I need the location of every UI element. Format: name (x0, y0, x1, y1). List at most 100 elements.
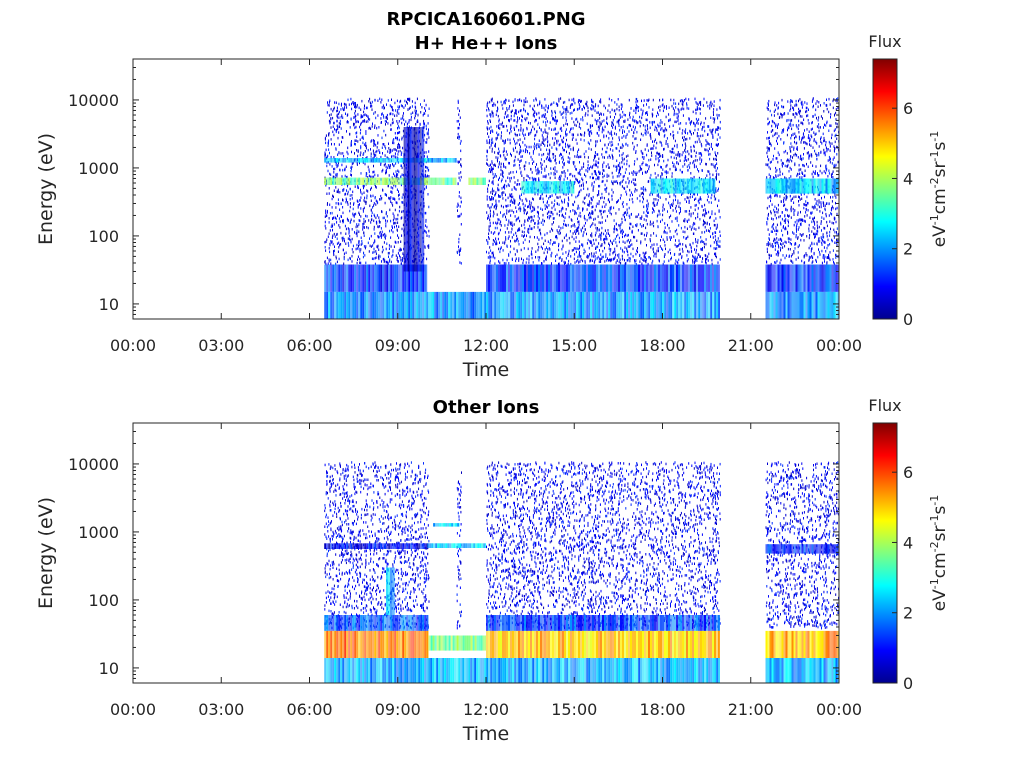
flux-pixel (642, 186, 644, 189)
flux-pixel (327, 169, 329, 173)
flux-pixel (684, 219, 686, 223)
flux-pixel (580, 228, 582, 231)
flux-pixel (766, 106, 768, 110)
flux-pixel (390, 196, 392, 199)
flux-pixel (391, 149, 393, 152)
flux-pixel (792, 106, 794, 109)
flux-pixel (521, 230, 523, 233)
flux-pixel (654, 172, 656, 175)
flux-pixel (677, 131, 679, 134)
flux-pixel (579, 105, 581, 108)
flux-pixel (502, 139, 504, 142)
flux-pixel (708, 143, 710, 146)
flux-pixel (354, 142, 355, 146)
flux-pixel (605, 219, 607, 222)
flux-pixel (562, 158, 564, 161)
flux-pixel (324, 260, 326, 263)
flux-pixel (374, 173, 376, 177)
flux-pixel (609, 244, 610, 247)
flux-pixel (681, 99, 683, 102)
flux-pixel (353, 103, 355, 106)
flux-pixel (338, 217, 340, 220)
flux-pixel (459, 109, 460, 113)
flux-pixel (538, 238, 540, 241)
flux-pixel (561, 171, 563, 174)
flux-pixel (530, 201, 532, 205)
flux-pixel (506, 153, 508, 156)
flux-pixel (528, 145, 530, 149)
flux-pixel (346, 106, 348, 109)
flux-pixel (646, 118, 648, 122)
flux-pixel (628, 98, 630, 102)
flux-pixel (540, 165, 542, 168)
flux-pixel (491, 189, 493, 192)
flux-pixel (620, 181, 622, 184)
flux-pixel (350, 173, 352, 176)
flux-pixel (522, 241, 524, 244)
flux-pixel (360, 151, 362, 154)
flux-pixel (579, 107, 580, 110)
flux-pixel (713, 121, 715, 124)
flux-pixel (698, 138, 700, 141)
flux-pixel (338, 224, 340, 227)
flux-pixel (570, 262, 572, 266)
flux-pixel (559, 256, 561, 259)
flux-pixel (498, 118, 500, 121)
flux-pixel (592, 211, 594, 214)
flux-pixel (598, 172, 600, 175)
flux-pixel (564, 100, 566, 104)
flux-pixel (554, 159, 556, 162)
flux-pixel (531, 215, 533, 219)
flux-pixel (395, 218, 397, 221)
flux-pixel (510, 176, 512, 180)
flux-pixel (336, 128, 338, 132)
flux-pixel (492, 243, 494, 246)
flux-pixel (565, 108, 566, 111)
flux-pixel (384, 145, 386, 148)
flux-pixel (373, 219, 375, 223)
flux-pixel (397, 136, 398, 140)
flux-pixel (519, 228, 521, 232)
flux-pixel (683, 99, 685, 102)
flux-pixel (407, 98, 409, 101)
flux-pixel (569, 173, 571, 176)
flux-pixel (568, 249, 570, 253)
flux-pixel (328, 247, 330, 250)
flux-pixel (490, 168, 492, 171)
flux-pixel (540, 171, 542, 174)
flux-pixel (634, 171, 636, 174)
flux-pixel (696, 140, 698, 144)
flux-pixel (563, 223, 564, 226)
flux-pixel (659, 140, 661, 144)
flux-pixel (501, 178, 503, 181)
flux-pixel (821, 229, 822, 232)
flux-pixel (578, 247, 580, 251)
flux-pixel (339, 119, 341, 123)
flux-pixel (458, 160, 460, 164)
flux-pixel (592, 124, 593, 127)
flux-pixel (494, 144, 496, 147)
flux-pixel (513, 176, 515, 179)
flux-pixel (328, 221, 330, 224)
flux-pixel (374, 232, 376, 235)
flux-pixel (644, 131, 646, 135)
flux-pixel (551, 251, 553, 255)
flux-pixel (560, 113, 562, 116)
flux-pixel (617, 254, 619, 257)
flux-pixel (554, 208, 556, 211)
flux-pixel (583, 162, 585, 165)
flux-pixel (522, 149, 524, 153)
flux-pixel (577, 217, 578, 220)
flux-pixel (379, 230, 381, 234)
flux-pixel (517, 240, 519, 243)
flux-pixel (401, 166, 403, 170)
flux-pixel (599, 234, 601, 237)
flux-pixel (570, 104, 572, 107)
flux-pixel (604, 237, 605, 241)
flux-pixel (350, 141, 352, 144)
flux-pixel (595, 177, 597, 181)
flux-pixel (710, 100, 712, 104)
flux-pixel (360, 196, 362, 199)
flux-pixel (351, 167, 352, 171)
flux-pixel (489, 221, 491, 225)
